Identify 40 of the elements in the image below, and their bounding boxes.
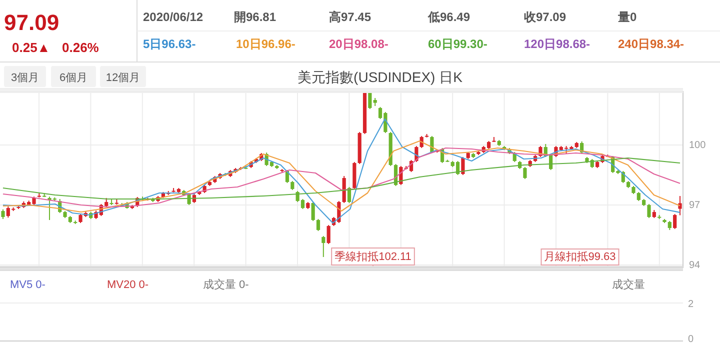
text: 量0	[617, 10, 637, 24]
text: 240日98.34-	[618, 37, 684, 51]
text: MV20 0-	[107, 279, 149, 291]
candlestick	[311, 202, 315, 222]
y-tick-label: 100	[689, 140, 706, 152]
text: 0.25▲	[12, 40, 50, 55]
text: 20日98.08-	[329, 37, 388, 51]
text: 2020/06/12	[143, 10, 204, 24]
period-button[interactable]: 12個月	[100, 66, 146, 87]
text: 成交量 0-	[203, 278, 250, 291]
candlestick	[326, 224, 330, 244]
annotation: 月線扣抵99.63	[544, 251, 616, 263]
text: 0.26%	[62, 40, 100, 55]
y-tick-label: 94	[689, 260, 701, 272]
text: 5日96.63-	[143, 37, 196, 51]
candlestick	[1, 208, 5, 220]
text: 成交量	[612, 278, 645, 291]
text: 低96.49	[427, 10, 470, 24]
period-button[interactable]: 3個月	[4, 66, 46, 87]
text: 60日99.30-	[428, 37, 488, 51]
candlestick	[523, 166, 527, 180]
chart-title: 美元指數(USDINDEX) 日K	[298, 69, 464, 85]
text: 開96.81	[234, 10, 276, 24]
text: 高97.45	[329, 10, 372, 24]
text: 0	[688, 334, 694, 345]
text: 10日96.96-	[236, 37, 296, 51]
text: MV5 0-	[10, 279, 46, 291]
candlestick	[647, 204, 651, 218]
candlestick	[673, 214, 677, 230]
text: 2	[688, 299, 694, 310]
period-button[interactable]: 6個月	[51, 66, 96, 87]
candlestick	[678, 196, 682, 216]
annotation: 季線扣抵102.11	[334, 250, 412, 263]
candlestick	[316, 218, 320, 232]
text: 97.09	[4, 10, 60, 35]
text: 收97.09	[524, 10, 566, 24]
text: 120日98.68-	[524, 37, 590, 51]
candlestick	[322, 236, 326, 258]
candlestick	[342, 176, 346, 204]
y-tick-label: 97	[689, 200, 701, 212]
